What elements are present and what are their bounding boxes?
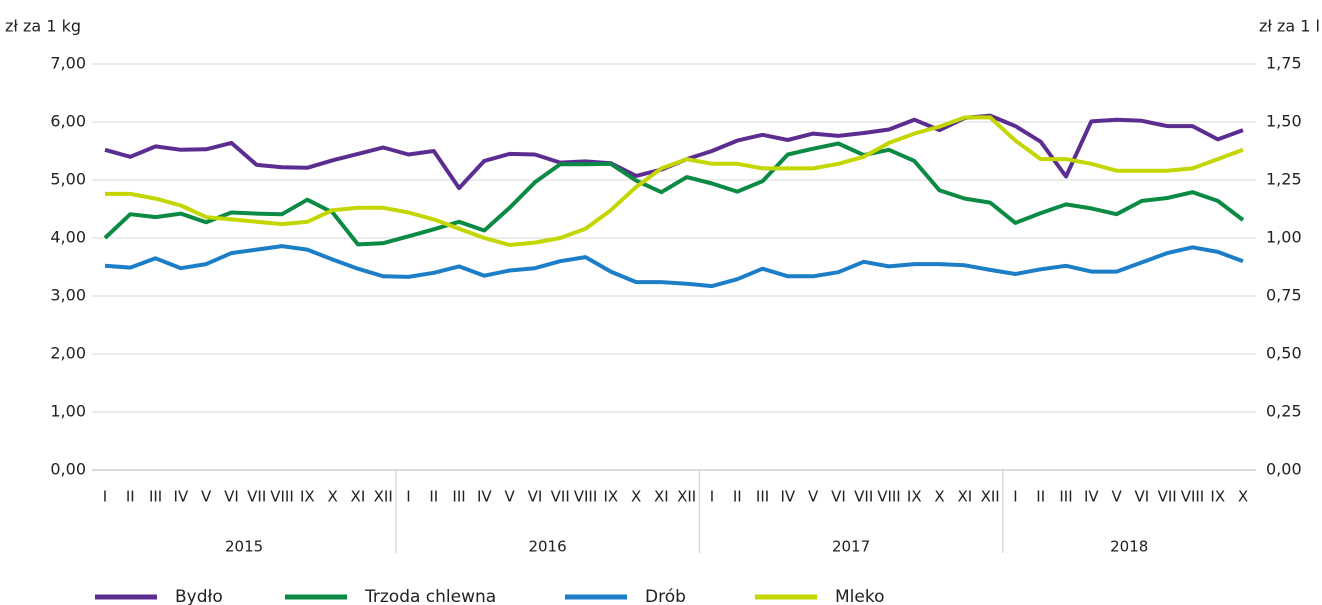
y2-tick-label: 0,50 [1266,344,1302,363]
x-tick-label: IV [1084,488,1099,506]
x-tick-label: II [1036,488,1045,506]
y2-tick-label: 0,25 [1266,402,1302,421]
x-tick-label: IX [603,488,618,506]
series-line [104,244,1244,289]
y-tick-label: 1,00 [50,402,86,421]
x-tick-label: X [327,488,337,506]
x-group-label: 2016 [528,538,566,556]
y-tick-label: 6,00 [50,112,86,131]
series-line [103,141,1245,247]
y2-tick-label: 1,50 [1266,112,1302,131]
x-tick-label: I [1013,488,1017,506]
x-tick-label: VII [247,488,266,506]
x-tick-label: VII [854,488,873,506]
y-tick-label: 7,00 [50,54,86,73]
x-tick-label: III [452,488,465,506]
series-line [105,115,1244,247]
x-tick-label: III [1059,488,1072,506]
x-tick-label: XII [374,488,393,506]
legend-label: Trzoda chlewna [364,587,496,605]
x-tick-label: XI [351,488,366,506]
y-axis-title: zł za 1 kg [5,17,81,36]
x-tick-label: V [201,488,212,506]
x-tick-label: XII [677,488,696,506]
x-tick-label: V [1111,488,1122,506]
x-tick-label: XI [958,488,973,506]
x-tick-label: VII [551,488,570,506]
y2-tick-label: 1,00 [1266,228,1302,247]
x-tick-label: VIII [1181,488,1205,506]
y2-tick-label: 0,00 [1266,460,1302,479]
y2-tick-label: 1,75 [1266,54,1302,73]
x-tick-label: VII [1158,488,1177,506]
x-tick-label: V [808,488,819,506]
x-tick-label: XI [654,488,669,506]
x-tick-label: X [934,488,944,506]
x-tick-label: V [505,488,516,506]
x-tick-label: IV [477,488,492,506]
x-tick-label: VI [528,488,543,506]
x-tick-label: VI [831,488,846,506]
legend-label: Drób [645,587,686,605]
x-tick-label: IV [780,488,795,506]
y-tick-label: 5,00 [50,170,86,189]
y2-axis-title: zł za 1 l [1259,17,1320,36]
x-tick-label: VIII [270,488,294,506]
x-tick-label: IX [1210,488,1225,506]
x-tick-label: X [631,488,641,506]
x-tick-label: IX [907,488,922,506]
x-tick-label: III [149,488,162,506]
x-tick-label: II [733,488,742,506]
x-group-label: 2015 [225,538,263,556]
x-tick-label: VI [1135,488,1150,506]
x-tick-label: IX [300,488,315,506]
series-line [104,113,1244,191]
y-tick-label: 4,00 [50,228,86,247]
x-tick-label: VI [224,488,239,506]
x-tick-label: I [406,488,410,506]
y-tick-label: 3,00 [50,286,86,305]
x-tick-label: VIII [574,488,598,506]
x-group-label: 2017 [832,538,870,556]
x-tick-label: I [103,488,107,506]
y-tick-label: 2,00 [50,344,86,363]
x-tick-label: III [756,488,769,506]
x-tick-label: II [429,488,438,506]
legend-label: Bydło [175,587,223,605]
y2-tick-label: 1,25 [1266,170,1302,189]
x-tick-label: IV [174,488,189,506]
x-tick-label: X [1238,488,1248,506]
x-tick-label: I [710,488,714,506]
x-tick-label: XII [981,488,1000,506]
x-tick-label: II [126,488,135,506]
y2-tick-label: 0,75 [1266,286,1302,305]
y-tick-label: 0,00 [50,460,86,479]
x-tick-label: VIII [877,488,901,506]
legend-label: Mleko [835,587,885,605]
x-group-label: 2018 [1110,538,1148,556]
